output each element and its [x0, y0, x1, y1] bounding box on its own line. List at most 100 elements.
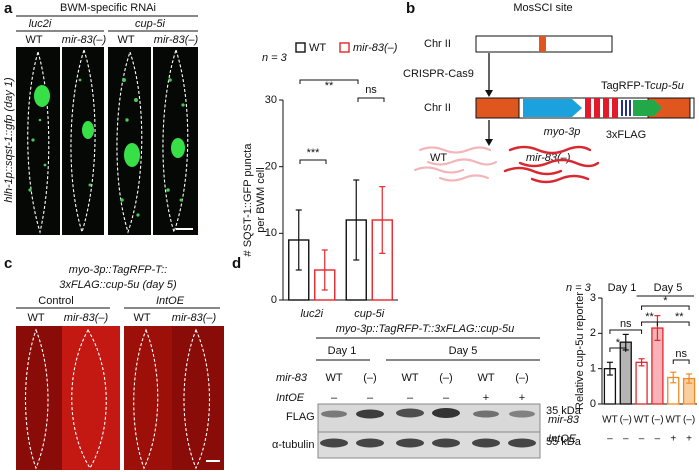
worm-label: WT: [430, 152, 447, 164]
method-label: CRISPR-Cas9: [403, 68, 474, 80]
bar: [635, 361, 648, 405]
blot-tubulin: [317, 431, 541, 459]
lane-label: WT: [325, 372, 342, 384]
significance-bracket: [672, 359, 690, 364]
micrographs: [16, 47, 198, 235]
x-tick-label: (–): [620, 415, 632, 426]
band-label: FLAG: [286, 411, 315, 423]
significance-label: **: [325, 80, 334, 92]
panel-a: a BWM-specific RNAi luc2i cup-5i WT mir-…: [3, 0, 199, 235]
y-tick-label: 20: [265, 161, 277, 173]
lane-label: WT: [133, 312, 150, 324]
lane-label: +: [483, 392, 489, 404]
panel-letter: b: [406, 0, 415, 17]
significance-bracket: [609, 347, 627, 352]
legend-swatch: [295, 42, 306, 53]
row-label: IntOE: [548, 433, 577, 445]
blot-lanes: WT (–) WT (–) WT (–) – – – – + +: [325, 372, 528, 404]
significance-bracket: [656, 321, 690, 326]
lane-label: (–): [439, 372, 452, 384]
lane-label: WT: [25, 34, 42, 46]
y-axis-label: # SQST-1::GFP puncta: [242, 143, 254, 257]
x-row2-label: –: [639, 434, 645, 445]
blot-flag: [317, 403, 541, 433]
lane-label: (–): [363, 372, 376, 384]
blot-title: myo-3p::TagRFP-T::3xFLAG::cup-5u: [336, 323, 515, 335]
rfp-exons: [585, 98, 618, 118]
x-tick-label: WT: [602, 415, 618, 426]
band-label: α-tubulin: [272, 439, 314, 451]
row-label: mir-83: [548, 414, 580, 426]
x-tick-label: (–): [651, 415, 663, 426]
lane-label: WT: [117, 34, 134, 46]
chr-label: Chr II: [424, 38, 451, 50]
arrow-head: [485, 90, 493, 97]
day-label: Day 1: [608, 282, 637, 294]
micrographs: [16, 326, 224, 470]
significance-label: ns: [620, 318, 632, 330]
x-row2-label: –: [623, 434, 629, 445]
panel-letter: a: [4, 0, 13, 17]
group-label: IntOE: [156, 295, 185, 307]
chr-label: Chr II: [424, 102, 451, 114]
row-label: mir-83: [276, 372, 308, 384]
x-row2-label: –: [607, 434, 613, 445]
lane-label: –: [367, 392, 374, 404]
lane-label: –: [407, 392, 414, 404]
significance-bracket: [299, 159, 327, 164]
significance-label: *: [616, 337, 621, 349]
y-axis-label: Relative cup-5u reporter: [574, 292, 586, 410]
flag-label: 3xFLAG: [606, 129, 646, 141]
y-tick-label: 1: [590, 363, 596, 375]
y-axis-label: per BWM cell: [255, 167, 267, 232]
promoter: [523, 99, 582, 117]
legend-label: WT: [309, 42, 326, 54]
side-label: hlh-1p::sqst-1::gfp (day 1): [3, 77, 15, 203]
bands: [320, 408, 536, 448]
panel-c: c myo-3p::TagRFP-T:: 3xFLAG::cup-5u (day…: [4, 255, 224, 470]
header: BWM-specific RNAi: [60, 2, 156, 14]
lane-label: mir-83(–): [172, 312, 217, 324]
x-tick-label: WT: [665, 415, 681, 426]
day-label: Day 5: [449, 345, 478, 357]
group-label: cup-5i: [135, 18, 166, 30]
significance-label: ns: [365, 84, 377, 96]
lane-label: WT: [401, 372, 418, 384]
day-label: Day 1: [328, 345, 357, 357]
significance-label: **: [645, 311, 654, 323]
x-tick-label: cup-5i: [354, 308, 385, 320]
arrow-head: [485, 139, 493, 146]
legend-label: mir-83(–): [353, 42, 398, 54]
x-tick-label: (–): [683, 415, 695, 426]
y-tick-label: 10: [265, 227, 277, 239]
utr: [633, 100, 662, 116]
sample-size: n = 3: [262, 52, 288, 64]
y-tick-label: 30: [265, 94, 277, 106]
lane-label: WT: [477, 372, 494, 384]
panel-letter: d: [232, 255, 241, 272]
significance-label: ***: [307, 147, 321, 159]
marker-label: 55 kDa: [546, 436, 582, 448]
flag-tag: [621, 100, 631, 116]
promoter-label: myo-3p: [544, 126, 581, 138]
significance-bracket: [299, 79, 359, 84]
group-label: luc2i: [29, 18, 52, 30]
title: 3xFLAG::cup-5u (day 5): [59, 279, 177, 291]
worms-wt: [413, 146, 498, 182]
lane-label: +: [519, 392, 525, 404]
significance-bracket: [357, 97, 385, 102]
y-tick-label: 3: [590, 292, 596, 304]
lane-label: –: [331, 392, 338, 404]
row-label: IntOE: [276, 392, 305, 404]
group-label: Control: [38, 295, 73, 307]
panel-b: b MosSCI site Chr II CRISPR-Cas9 Chr II …: [403, 0, 695, 184]
x-row2-label: +: [670, 434, 676, 445]
x-row2-label: +: [686, 434, 692, 445]
day-label: Day 5: [654, 282, 683, 294]
lane-label: –: [443, 392, 450, 404]
site-label: MosSCI site: [513, 2, 572, 14]
y-tick-label: 2: [590, 327, 596, 339]
x-tick-label: WT: [634, 415, 650, 426]
homology-arm: [475, 97, 520, 119]
lane-label: mir-83(–): [62, 34, 107, 46]
